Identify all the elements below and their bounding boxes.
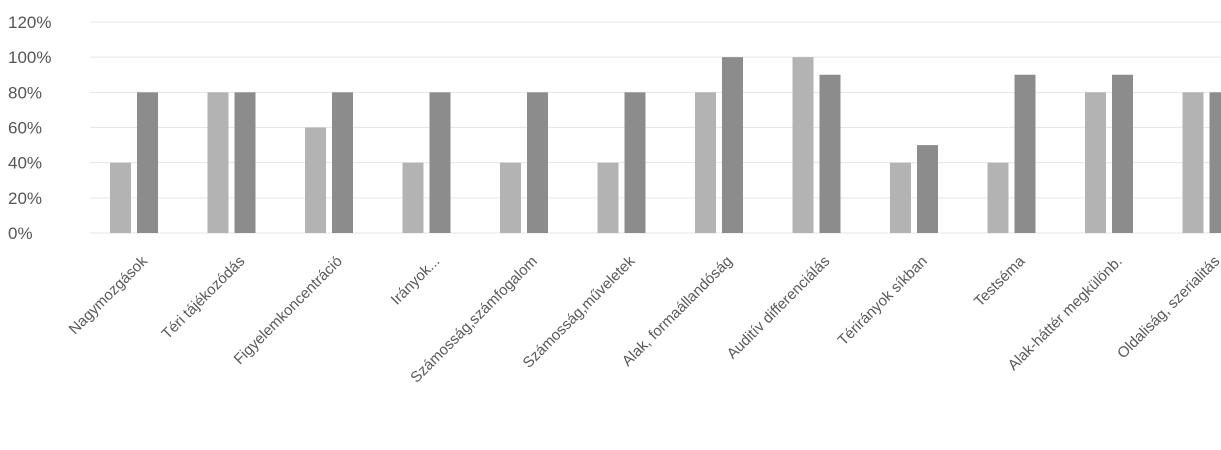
bars [110, 57, 1221, 233]
bar-series-2 [624, 92, 646, 233]
x-category-label: Oldaliság, szerialitás [1114, 253, 1221, 362]
bar-series-1 [792, 57, 814, 233]
y-tick-label: 120% [8, 13, 51, 32]
x-category-label: Figyelemkoncentráció [231, 253, 346, 368]
bar-series-2 [527, 92, 548, 233]
bar-series-2 [1209, 92, 1221, 233]
bar-series-1 [987, 162, 1009, 233]
x-category-label: Térirányok síkban [835, 253, 931, 349]
bar-series-1 [1085, 92, 1106, 233]
bar-series-1 [110, 162, 131, 233]
bar-series-2 [332, 92, 353, 233]
y-tick-label: 100% [8, 48, 51, 67]
gridlines [90, 21, 1221, 234]
y-axis: 0% 20% 40% 60% 80% 100% 120% [8, 13, 51, 243]
bar-series-1 [597, 162, 619, 233]
bar-series-1 [1182, 92, 1204, 233]
bar-series-2 [429, 92, 451, 233]
x-category-label: Téri tájékozódás [158, 253, 248, 343]
x-category-label: Auditív differenciálás [724, 253, 834, 363]
x-category-label: Számosság,műveletek [520, 252, 639, 371]
bar-series-2 [722, 57, 743, 233]
bar-series-1 [402, 162, 424, 233]
x-category-label: Irányok... [388, 253, 444, 309]
bar-series-1 [890, 162, 911, 233]
y-tick-label: 60% [8, 119, 42, 138]
bar-series-1 [500, 162, 521, 233]
x-category-label: Alak, formaállandóság [619, 253, 736, 370]
bar-series-2 [137, 92, 158, 233]
bar-series-2 [1014, 74, 1036, 233]
x-category-label: Alak-háttér megkülönb. [1005, 253, 1126, 374]
bar-series-2 [1112, 74, 1133, 233]
y-tick-label: 20% [8, 189, 42, 208]
bar-series-1 [207, 92, 229, 233]
bar-series-1 [305, 127, 326, 233]
bar-series-2 [917, 145, 938, 233]
x-category-label: Testséma [971, 252, 1029, 310]
y-tick-label: 0% [8, 224, 33, 243]
bar-series-1 [695, 92, 716, 233]
bar-series-2 [819, 74, 841, 233]
y-tick-label: 40% [8, 154, 42, 173]
y-tick-label: 80% [8, 83, 42, 102]
x-category-label: Nagymozgások [66, 252, 151, 337]
x-axis: Nagymozgások Téri tájékozódásFigyelemkonc… [66, 252, 1221, 386]
bar-series-2 [234, 92, 256, 233]
